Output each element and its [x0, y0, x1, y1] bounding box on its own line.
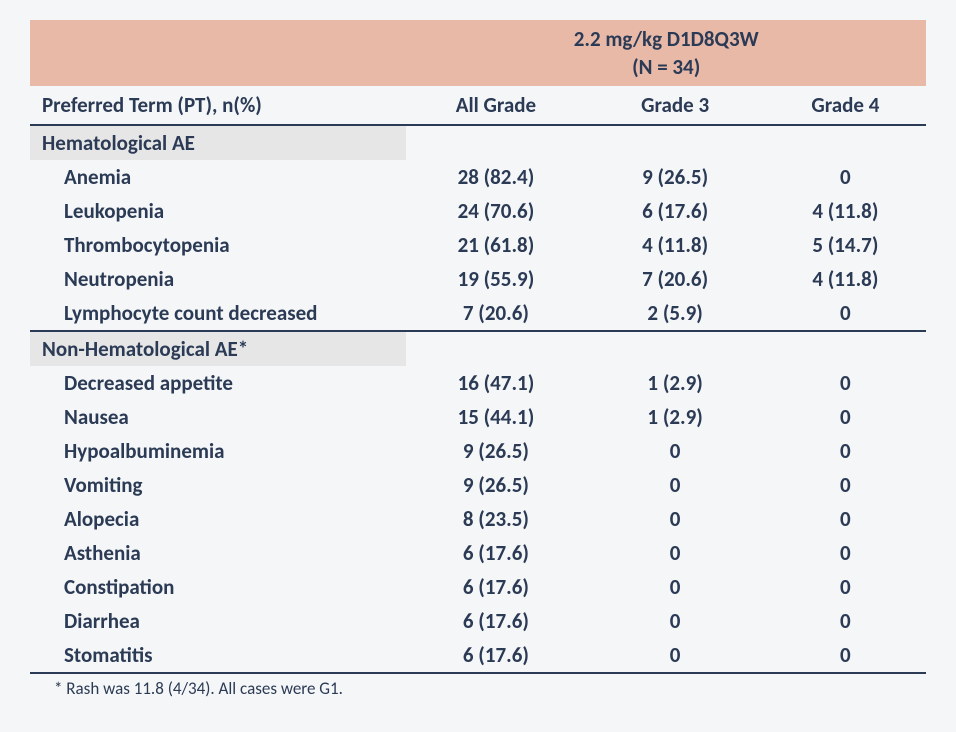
header-empty — [30, 20, 406, 54]
ae-grade-4: 0 — [765, 160, 926, 194]
ae-grade-3: 4 (11.8) — [586, 228, 765, 262]
col-preferred-term: Preferred Term (PT), n(%) — [30, 86, 406, 125]
ae-all-grade: 6 (17.6) — [406, 638, 585, 673]
ae-term: Thrombocytopenia — [30, 228, 406, 262]
ae-all-grade: 6 (17.6) — [406, 570, 585, 604]
ae-grade-3: 7 (20.6) — [586, 262, 765, 296]
ae-table: 2.2 mg/kg D1D8Q3W(N = 34)Preferred Term … — [30, 20, 926, 674]
ae-grade-4: 0 — [765, 536, 926, 570]
ae-grade-3: 2 (5.9) — [586, 296, 765, 331]
ae-grade-3: 6 (17.6) — [586, 194, 765, 228]
ae-term: Anemia — [30, 160, 406, 194]
ae-term: Constipation — [30, 570, 406, 604]
ae-term: Lymphocyte count decreased — [30, 296, 406, 331]
section-title: Hematological AE — [30, 125, 406, 160]
ae-grade-4: 0 — [765, 604, 926, 638]
ae-grade-3: 1 (2.9) — [586, 366, 765, 400]
footnote: * Rash was 11.8 (4/34). All cases were G… — [30, 674, 926, 699]
ae-term: Decreased appetite — [30, 366, 406, 400]
ae-term: Asthenia — [30, 536, 406, 570]
ae-all-grade: 15 (44.1) — [406, 400, 585, 434]
ae-grade-4: 0 — [765, 400, 926, 434]
ae-term: Hypoalbuminemia — [30, 434, 406, 468]
ae-term: Nausea — [30, 400, 406, 434]
ae-term: Stomatitis — [30, 638, 406, 673]
ae-grade-4: 0 — [765, 296, 926, 331]
col-all-grade: All Grade — [406, 86, 585, 125]
ae-grade-3: 0 — [586, 570, 765, 604]
ae-term: Vomiting — [30, 468, 406, 502]
ae-term: Diarrhea — [30, 604, 406, 638]
ae-grade-4: 4 (11.8) — [765, 262, 926, 296]
ae-all-grade: 9 (26.5) — [406, 434, 585, 468]
ae-all-grade: 8 (23.5) — [406, 502, 585, 536]
ae-grade-3: 0 — [586, 604, 765, 638]
ae-grade-4: 0 — [765, 468, 926, 502]
ae-all-grade: 19 (55.9) — [406, 262, 585, 296]
col-grade-4: Grade 4 — [765, 86, 926, 125]
dose-header: 2.2 mg/kg D1D8Q3W — [406, 20, 926, 54]
header-empty — [30, 54, 406, 86]
ae-grade-4: 4 (11.8) — [765, 194, 926, 228]
ae-all-grade: 7 (20.6) — [406, 296, 585, 331]
ae-all-grade: 6 (17.6) — [406, 536, 585, 570]
ae-grade-4: 0 — [765, 638, 926, 673]
ae-term: Neutropenia — [30, 262, 406, 296]
ae-grade-3: 0 — [586, 638, 765, 673]
ae-grade-4: 0 — [765, 366, 926, 400]
ae-all-grade: 6 (17.6) — [406, 604, 585, 638]
n-header: (N = 34) — [406, 54, 926, 86]
ae-term: Alopecia — [30, 502, 406, 536]
ae-grade-3: 9 (26.5) — [586, 160, 765, 194]
ae-all-grade: 28 (82.4) — [406, 160, 585, 194]
ae-grade-3: 1 (2.9) — [586, 400, 765, 434]
ae-grade-4: 0 — [765, 434, 926, 468]
col-grade-3: Grade 3 — [586, 86, 765, 125]
ae-grade-4: 5 (14.7) — [765, 228, 926, 262]
section-title: Non-Hematological AE* — [30, 331, 406, 366]
ae-grade-4: 0 — [765, 570, 926, 604]
ae-grade-3: 0 — [586, 434, 765, 468]
ae-grade-3: 0 — [586, 502, 765, 536]
ae-grade-4: 0 — [765, 502, 926, 536]
ae-grade-3: 0 — [586, 468, 765, 502]
ae-grade-3: 0 — [586, 536, 765, 570]
ae-term: Leukopenia — [30, 194, 406, 228]
ae-all-grade: 9 (26.5) — [406, 468, 585, 502]
ae-all-grade: 24 (70.6) — [406, 194, 585, 228]
ae-all-grade: 21 (61.8) — [406, 228, 585, 262]
ae-all-grade: 16 (47.1) — [406, 366, 585, 400]
